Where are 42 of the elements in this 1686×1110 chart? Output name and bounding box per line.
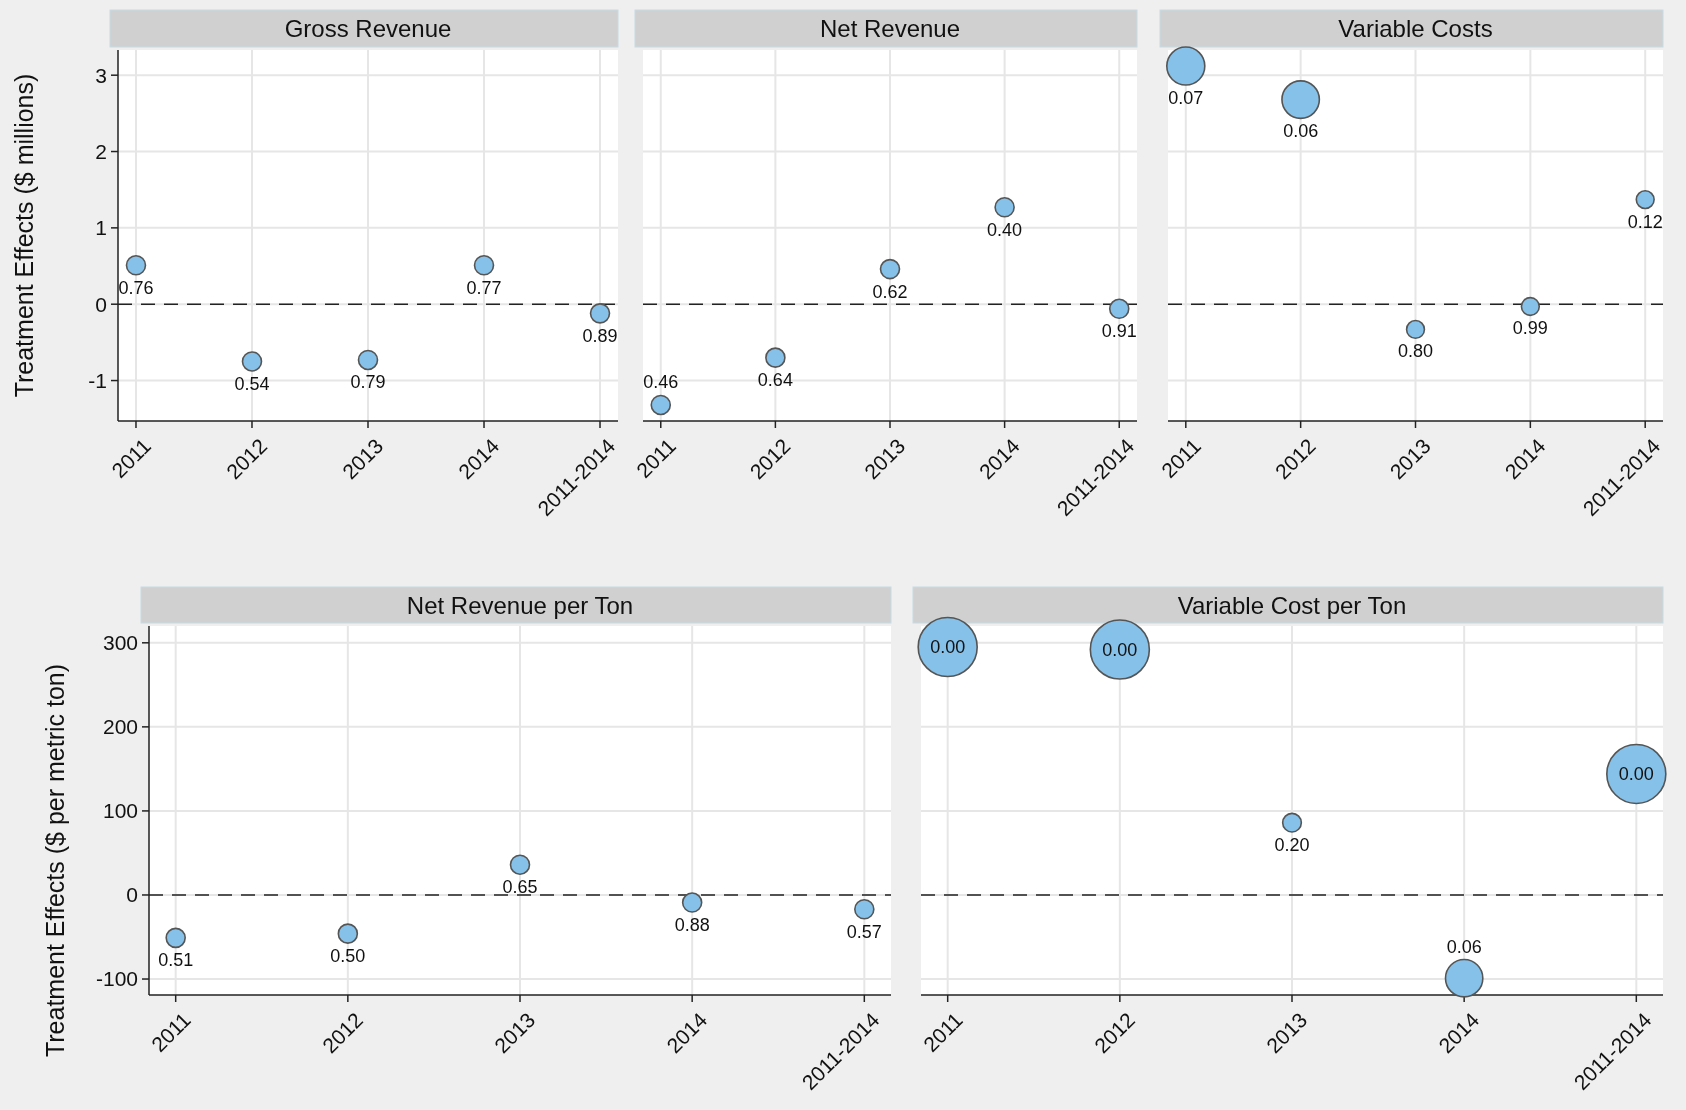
annotation: 0.12 — [1627, 211, 1663, 232]
y-tick-label: 100 — [102, 799, 138, 823]
annotation: 0.76 — [118, 277, 154, 298]
y-tick-label: 2 — [95, 139, 107, 163]
y-tick-label: 1 — [95, 216, 107, 240]
annotation: 0.62 — [872, 281, 908, 302]
annotation: 0.54 — [234, 373, 270, 394]
annotation: 0.65 — [502, 877, 538, 898]
annotation: 0.77 — [466, 277, 502, 298]
y-axis-title: Treatment Effects ($ per metric ton) — [41, 663, 69, 1058]
annotation: 0.06 — [1283, 121, 1319, 142]
annotation: 0.57 — [846, 921, 882, 942]
annotation: 0.79 — [350, 372, 386, 393]
y-tick-label: 200 — [102, 715, 138, 739]
annotation: 0.40 — [987, 219, 1023, 240]
annotation: 0.00 — [1618, 763, 1654, 784]
chart-title: Gross Revenue — [284, 15, 452, 42]
annotation: 0.20 — [1274, 835, 1310, 856]
annotation: 0.00 — [1102, 639, 1138, 660]
annotation: 0.50 — [330, 946, 366, 967]
y-tick-label: 0 — [126, 883, 138, 907]
annotation: 0.99 — [1512, 318, 1548, 339]
annotation: 0.51 — [158, 950, 194, 971]
annotation: 0.80 — [1397, 341, 1434, 362]
y-tick-label: -100 — [95, 967, 138, 991]
annotation: 0.64 — [757, 370, 793, 391]
annotation: 0.89 — [582, 325, 618, 346]
y-tick-label: -1 — [88, 368, 107, 392]
annotation: 0.06 — [1446, 936, 1482, 957]
y-tick-label: 0 — [95, 292, 107, 316]
y-tick-label: 300 — [102, 631, 138, 655]
chart-title: Net Revenue — [819, 15, 961, 42]
annotation: 0.46 — [643, 372, 679, 393]
chart-title: Variable Cost per Ton — [1177, 591, 1407, 619]
chart-title: Variable Costs — [1338, 15, 1493, 42]
chart-title: Net Revenue per Ton — [406, 591, 634, 619]
y-tick-label: 3 — [95, 63, 107, 87]
annotation: 0.00 — [930, 637, 966, 658]
y-axis-title: Treatment Effects ($ millions) — [10, 73, 38, 398]
annotation: 0.07 — [1168, 88, 1204, 109]
annotation: 0.91 — [1101, 321, 1137, 342]
annotation: 0.88 — [674, 915, 710, 936]
